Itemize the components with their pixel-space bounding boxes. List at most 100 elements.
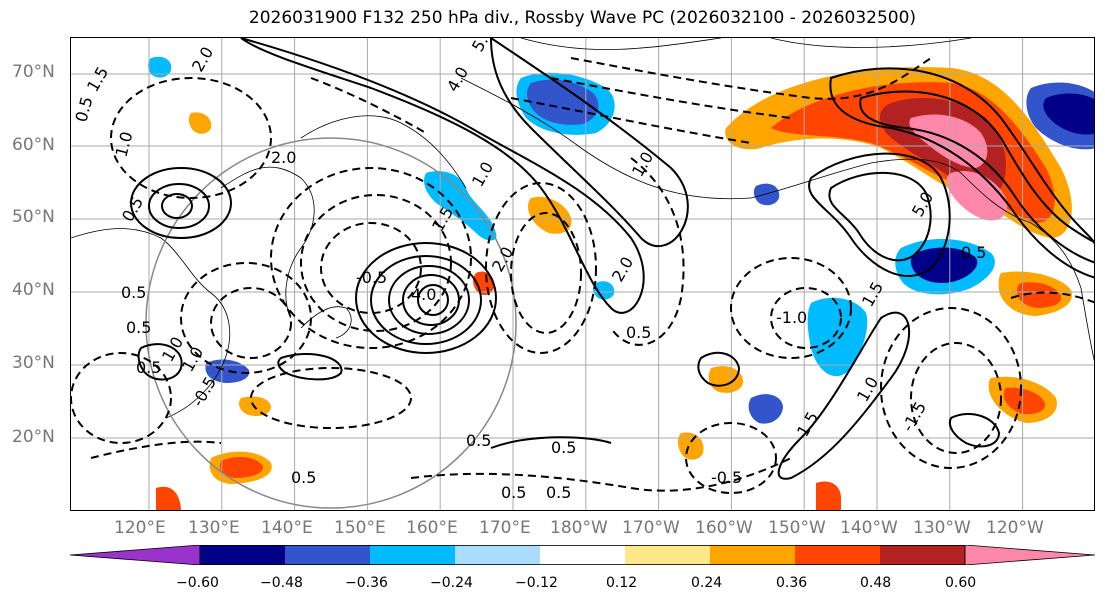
contour [370, 255, 482, 345]
contour-label: 0.5 [466, 431, 491, 450]
contour [829, 67, 1094, 279]
contour-label: 2.0 [608, 253, 637, 285]
map-title: 2026031900 F132 250 hPa div., Rossby Wav… [248, 8, 917, 28]
negative-divergence-region [527, 79, 599, 125]
contour [277, 352, 343, 381]
contour [250, 367, 412, 429]
positive-divergence-region [1017, 282, 1062, 308]
contour-label: 2.0 [271, 148, 296, 167]
contour [300, 194, 452, 332]
longitude-label: 150°W [768, 518, 826, 538]
contour-label: 1.5 [793, 408, 822, 440]
colorbar-extend-low [70, 545, 201, 565]
longitude-label: 120°E [114, 518, 166, 538]
contour [417, 284, 449, 316]
longitude-label: 140°W [840, 518, 898, 538]
positive-divergence-region [708, 366, 744, 393]
positive-divergence-region [1004, 387, 1046, 415]
colorbar-tick-label: −0.60 [176, 575, 219, 591]
negative-divergence-region [807, 297, 868, 377]
contour [570, 57, 932, 100]
contour [388, 265, 470, 335]
contour-label: 1.0 [853, 373, 882, 405]
coastlines [71, 38, 1094, 419]
contour-label: 5.0 [908, 188, 937, 220]
longitude-label: 160°E [406, 518, 458, 538]
colorbar-segment [795, 545, 880, 565]
contour-label: 1.0 [468, 158, 497, 190]
latitude-label: 70°N [12, 62, 55, 82]
coastline [300, 115, 467, 189]
negative-divergence-region [910, 247, 978, 283]
contour [510, 212, 582, 334]
coastline [770, 38, 972, 48]
contour-label: 0.5 [546, 483, 571, 502]
contour-label: -1.0 [776, 308, 807, 327]
colorbar-tick-label: 0.48 [860, 575, 892, 591]
latitude-label: 30°N [12, 353, 55, 373]
coastline [750, 158, 1032, 224]
contour [685, 422, 777, 494]
coastline [220, 166, 315, 319]
contour-label: 0.5 [961, 243, 986, 262]
contour [270, 167, 472, 349]
longitude-label: 130°E [188, 518, 240, 538]
contour-label: 0.5 [626, 323, 651, 342]
contour-label: 2.0 [188, 43, 217, 75]
contour-label: 0.5 [551, 438, 576, 457]
colorbar-tick-label: 0.36 [776, 575, 808, 591]
contour [320, 222, 422, 314]
colorbar-tick-label: 0.12 [606, 575, 638, 591]
contour [485, 182, 597, 354]
contour-label: 0.5 [121, 283, 146, 302]
contour [880, 307, 1022, 469]
longitude-label: 160°W [695, 518, 753, 538]
contour-label: -1.5 [898, 398, 930, 435]
contour [510, 97, 752, 144]
positive-divergence-region [219, 456, 264, 478]
contour [490, 436, 612, 449]
colorbar-segment [710, 545, 795, 565]
colorbar-segment [370, 545, 455, 565]
positive-divergence-region [678, 432, 704, 460]
longitude-label: 130°W [913, 518, 971, 538]
contour-label: 1.5 [858, 278, 887, 310]
contour-label: 4.0 [443, 63, 472, 95]
colorbar-tick-label: 0.24 [691, 575, 723, 591]
longitude-label: 170°W [622, 518, 680, 538]
contour-label: 0.5 [118, 193, 147, 225]
contour-label: 0.5 [501, 483, 526, 502]
colorbar-tick-label: 0.60 [945, 575, 977, 591]
latitude-label: 60°N [12, 135, 55, 155]
contour-label: 4.0 [411, 285, 436, 304]
contour [355, 242, 497, 354]
negative-contours [71, 57, 1094, 494]
contour [310, 77, 427, 134]
contour [71, 352, 172, 444]
positive-divergence-region [188, 112, 212, 134]
map-panel: 5.0 4.0 2.0 0.5 1.5 2.0 1.0 0.5 0.5 4.0 1.5 2.0 0.5 0… [70, 37, 1095, 511]
great-circle [145, 137, 517, 509]
colorbar-outline [199, 545, 966, 565]
latitude-label: 20°N [12, 427, 55, 447]
contour [697, 351, 741, 387]
contour [808, 152, 951, 278]
negative-divergence-region [748, 394, 783, 424]
contour [730, 257, 852, 359]
contour [130, 167, 232, 239]
positive-divergence-region [946, 170, 1008, 221]
longitude-label: 170°E [479, 518, 531, 538]
longitude-label: 150°E [334, 518, 386, 538]
contour [489, 38, 689, 247]
contour [948, 413, 1001, 448]
colorbar-segment [200, 545, 285, 565]
contour-label: 1.0 [112, 130, 137, 160]
contour-label: 0.5 [136, 358, 161, 377]
latitude-label: 50°N [12, 207, 55, 227]
colorbar [70, 545, 1095, 565]
coastline [520, 38, 722, 50]
positive-contours [130, 38, 1094, 480]
contour-label: -0.5 [356, 268, 387, 287]
contour [859, 90, 1094, 264]
positive-divergence-region [816, 481, 841, 510]
